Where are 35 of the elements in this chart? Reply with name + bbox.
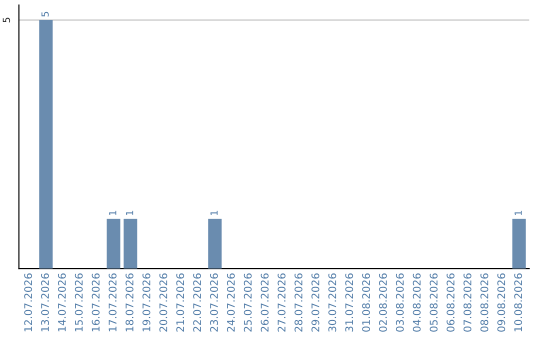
- data-label: 1: [514, 210, 522, 216]
- x-tick-label: 12.07.2026: [24, 273, 32, 332]
- data-label: 1: [126, 210, 134, 216]
- x-tick-label: 30.07.2026: [328, 273, 336, 332]
- x-tick-label: 01.08.2026: [362, 273, 370, 332]
- x-tick-label: 21.07.2026: [176, 273, 184, 332]
- x-tick-label: 07.08.2026: [464, 273, 472, 332]
- x-tick-label: 17.07.2026: [108, 273, 117, 332]
- x-tick-label: 28.07.2026: [294, 273, 302, 332]
- x-tick-label: 13.07.2026: [41, 273, 49, 332]
- x-tick-label: 03.08.2026: [396, 273, 404, 332]
- x-tick-label: 31.07.2026: [345, 273, 354, 332]
- x-tick-label: 15.07.2026: [74, 273, 83, 332]
- x-tick-label: 20.07.2026: [159, 273, 168, 332]
- x-tick-label: 23.07.2026: [210, 273, 218, 332]
- x-tick-label: 22.07.2026: [193, 273, 202, 332]
- x-tick-label: 24.07.2026: [226, 273, 235, 332]
- x-tick-label: 25.07.2026: [244, 273, 252, 332]
- x-tick-label: 08.08.2026: [480, 273, 488, 332]
- x-tick-label: 09.08.2026: [497, 273, 506, 332]
- x-tick-label: 14.07.2026: [58, 273, 66, 332]
- x-tick-label: 18.07.2026: [126, 273, 134, 332]
- x-tick-label: 04.08.2026: [412, 273, 421, 332]
- x-tick-label: 19.07.2026: [142, 273, 150, 332]
- x-tick-label: 16.07.2026: [92, 273, 100, 332]
- x-tick-label: 06.08.2026: [446, 273, 454, 332]
- x-tick-label: 10.08.2026: [514, 273, 522, 332]
- data-label: 1: [109, 210, 116, 216]
- x-tick-label: 27.07.2026: [278, 273, 286, 332]
- x-tick-label: 29.07.2026: [311, 273, 320, 332]
- x-tick-label: 26.07.2026: [260, 273, 269, 332]
- x-tick-label: 02.08.2026: [379, 273, 387, 332]
- x-tick-label: 05.08.2026: [430, 273, 438, 332]
- data-label: 1: [210, 210, 218, 216]
- data-label: 5: [42, 12, 49, 16]
